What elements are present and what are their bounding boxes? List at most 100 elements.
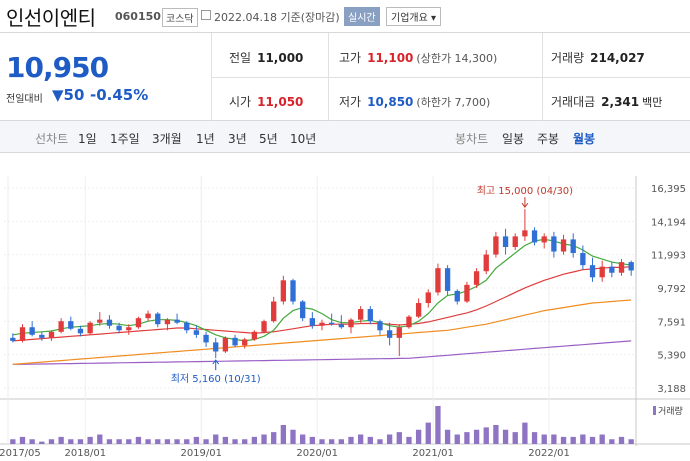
candle-body [329, 322, 335, 325]
candle-body [493, 236, 499, 255]
candle-body [261, 321, 267, 332]
candle-body [396, 327, 402, 338]
volume-bar [116, 439, 122, 444]
candle-body [551, 236, 557, 252]
y-tick-label: 9,792 [657, 284, 686, 295]
volume-bar [309, 436, 315, 444]
candle-body [570, 239, 576, 254]
volume-bar [512, 432, 518, 444]
candle-body [193, 330, 200, 335]
volume-bar [473, 429, 480, 444]
y-tick-label: 14,194 [651, 217, 686, 228]
volume: 거래량 214,027 [551, 49, 645, 66]
low-label: 저가 [339, 95, 362, 109]
candle-body [531, 230, 538, 243]
candle-body [377, 321, 383, 331]
amount-unit: 백만 [642, 96, 663, 109]
volume-legend-label: 거래량 [658, 405, 683, 417]
candle-weekly[interactable]: 주봉 [537, 132, 560, 146]
volume-bar [502, 429, 509, 444]
volume-bar [184, 439, 190, 444]
moving-averages [12, 238, 632, 365]
volume-bar [87, 436, 93, 444]
max-annotation: 최고 15,000 (04/30) [477, 185, 573, 197]
candle-body [232, 337, 238, 346]
divider [211, 77, 690, 78]
candle-daily[interactable]: 일봉 [502, 132, 525, 146]
candlestick-chart[interactable]: 16,395 14,194 11,993 9,792 7,591 5,390 3,188 20… [0, 156, 690, 461]
candle-body [126, 327, 132, 331]
candle-body [87, 322, 93, 334]
volume-bar [396, 432, 402, 444]
candle-body [483, 254, 489, 272]
volume-bar [97, 434, 103, 444]
candle-monthly[interactable]: 월봉 [573, 132, 596, 146]
candle-body [502, 236, 509, 247]
candle-body [309, 318, 315, 326]
volume-bar [145, 439, 151, 444]
high-label: 고가 [339, 51, 362, 65]
period-1y[interactable]: 1년 [196, 132, 215, 146]
candles [10, 209, 634, 359]
candle-body [406, 316, 412, 328]
candle-body [203, 334, 209, 343]
candle-body [213, 342, 219, 352]
candle-body [589, 265, 596, 278]
volume-bar [406, 436, 412, 444]
amount-value: 2,341 [601, 95, 640, 109]
stock-header: 인선이엔티 060150 코스닥 2022.04.18 기준(장마감) 실시간 … [0, 0, 690, 33]
stock-code: 060150 [115, 10, 161, 23]
volume-bar [386, 434, 393, 444]
volume-bar [454, 434, 460, 444]
volume-bar [164, 439, 171, 444]
candle-body [222, 337, 229, 352]
amount-label: 거래대금 [551, 95, 596, 109]
candle-body [280, 280, 287, 302]
candle-body [338, 324, 344, 328]
volume-bar [29, 439, 35, 444]
candle-body [58, 321, 64, 332]
current-price: 10,950 [6, 51, 109, 84]
corp-info-dropdown[interactable]: 기업개요 ▾ [386, 7, 441, 26]
min-annotation: 최저 5,160 (10/31) [171, 373, 261, 385]
candle-body [435, 268, 441, 293]
volume-bar [570, 436, 576, 444]
candle-body [155, 313, 161, 325]
volume-bar [193, 436, 200, 444]
change-percent: -0.45% [90, 86, 149, 104]
ma120-line [12, 340, 632, 365]
y-tick-label: 11,993 [651, 251, 686, 262]
volume-bar [48, 439, 55, 444]
period-1d[interactable]: 1일 [78, 132, 97, 146]
period-10y[interactable]: 10년 [290, 132, 317, 146]
candle-body [19, 327, 26, 341]
candle-body [319, 322, 325, 326]
volume-bar [174, 439, 180, 444]
candle-body [164, 319, 171, 325]
candle-body [599, 266, 605, 278]
period-3m[interactable]: 3개월 [152, 132, 182, 146]
realtime-button[interactable]: 실시간 [344, 7, 380, 26]
volume-bar [271, 432, 277, 444]
volume-bar [464, 432, 470, 444]
volume-bar [628, 439, 634, 444]
volume-bars [10, 406, 634, 444]
candle-body [618, 262, 625, 273]
ma5-line [12, 238, 632, 342]
chart-toolbar: 선차트 1일 1주일 3개월 1년 3년 5년 10년 봉차트 일봉 주봉 월봉 [0, 121, 690, 153]
period-5y[interactable]: 5년 [259, 132, 278, 146]
volume-bar [58, 436, 64, 444]
volume-bar [338, 439, 344, 444]
volume-bar [290, 429, 296, 444]
period-3y[interactable]: 3년 [228, 132, 247, 146]
volume-bar [367, 436, 373, 444]
volume-bar [551, 434, 557, 444]
candle-body [386, 330, 393, 338]
volume-bar [10, 439, 16, 444]
x-tick-label: 2020/01 [296, 448, 338, 459]
trade-amount: 거래대금 2,341 백만 [551, 93, 662, 110]
volume-bar [531, 432, 538, 444]
period-1w[interactable]: 1주일 [110, 132, 140, 146]
volume-bar [483, 427, 489, 444]
volume-bar [106, 439, 113, 444]
